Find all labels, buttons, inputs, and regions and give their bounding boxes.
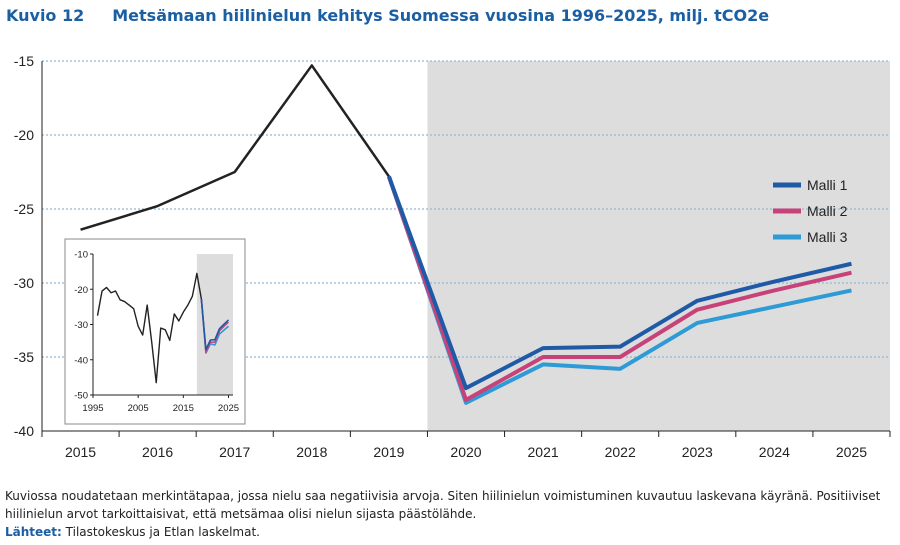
x-tick-label: 2020 (450, 444, 481, 460)
inset-y-tick-label: -30 (74, 320, 88, 331)
inset-series-line (200, 299, 230, 354)
main-chart: -15 -20 -25 -30 -35 -40 2015 2016 2017 2018 2019 20… (14, 53, 891, 460)
y-tick-label: -40 (14, 423, 34, 439)
history-line (80, 64, 390, 231)
y-tick-label: -35 (14, 349, 34, 365)
inset-history-line (96, 272, 203, 384)
legend-label: Malli 3 (807, 229, 848, 245)
sources-label: Lähteet: (5, 525, 62, 539)
inset-x-tick-label: 2005 (128, 403, 149, 414)
inset-y-tick-label: -50 (74, 391, 88, 402)
y-tick-label: -15 (14, 53, 34, 69)
x-tick-label: 2017 (219, 444, 250, 460)
y-tick-label: -20 (14, 127, 34, 143)
inset-x-tick-label: 2025 (218, 403, 239, 414)
forecast-shaded-area (427, 61, 890, 431)
legend-label: Malli 1 (807, 177, 848, 193)
inset-y-tick-label: -40 (74, 355, 88, 366)
inset-x-tick-label: 2015 (173, 403, 194, 414)
inset-y-tick-label: -20 (74, 285, 88, 296)
x-tick-label: 2015 (65, 444, 96, 460)
series-line (387, 175, 852, 405)
x-tick-label: 2022 (605, 444, 636, 460)
y-tick-label: -25 (14, 201, 34, 217)
y-tick-label: -30 (14, 275, 34, 291)
inset-y-tick-label: -10 (74, 250, 88, 261)
series-line (387, 175, 852, 402)
x-tick-label: 2023 (682, 444, 713, 460)
series-line (387, 175, 852, 391)
x-tick-label: 2021 (528, 444, 559, 460)
x-tick-label: 2024 (759, 444, 790, 460)
legend-label: Malli 2 (807, 203, 848, 219)
figure-header: Kuvio 12 Metsämaan hiilinielun kehitys Su… (6, 6, 769, 25)
x-tick-label: 2016 (142, 444, 173, 460)
x-tick-label: 2018 (296, 444, 327, 460)
x-tick-label: 2019 (373, 444, 404, 460)
footnote: Kuviossa noudatetaan merkintätapaa, joss… (5, 489, 881, 521)
x-tick-label: 2025 (836, 444, 867, 460)
inset-series-line (200, 299, 230, 351)
chart-title: Metsämaan hiilinielun kehitys Suomessa v… (112, 6, 770, 25)
figure-number: Kuvio 12 (6, 6, 85, 25)
footer: Kuviossa noudatetaan merkintätapaa, joss… (5, 487, 895, 541)
sources-text: Tilastokeskus ja Etlan laskelmat. (65, 525, 260, 539)
inset-x-tick-label: 1995 (82, 403, 103, 414)
sources-line: Lähteet: Tilastokeskus ja Etlan laskelma… (5, 523, 895, 541)
inset-shaded-area (196, 254, 233, 395)
